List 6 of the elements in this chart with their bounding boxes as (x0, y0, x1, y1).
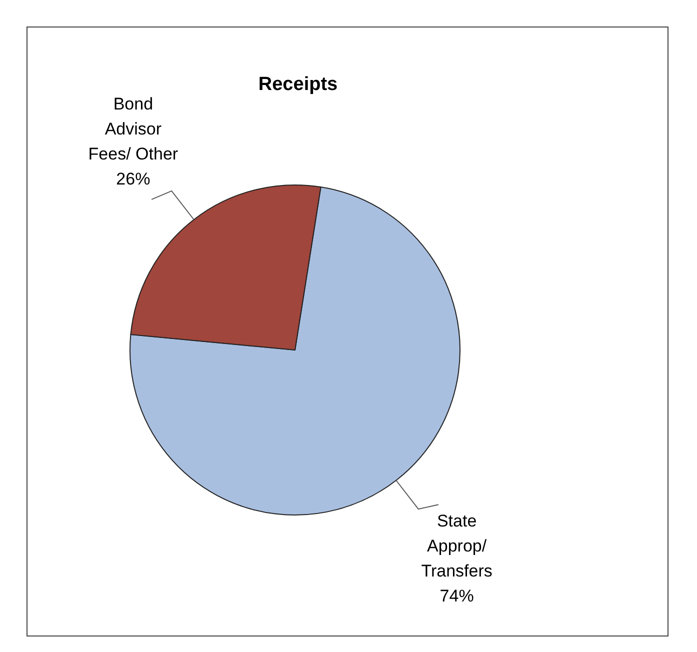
data-label: 26% (116, 169, 150, 188)
pie-slice (130, 186, 460, 516)
slice-label: State Approp/ Transfers (421, 512, 492, 581)
data-label: 74% (440, 586, 474, 606)
chart-title: Receipts (258, 74, 338, 95)
slice-label: Bond Advisor Fees/ Other (88, 94, 178, 164)
